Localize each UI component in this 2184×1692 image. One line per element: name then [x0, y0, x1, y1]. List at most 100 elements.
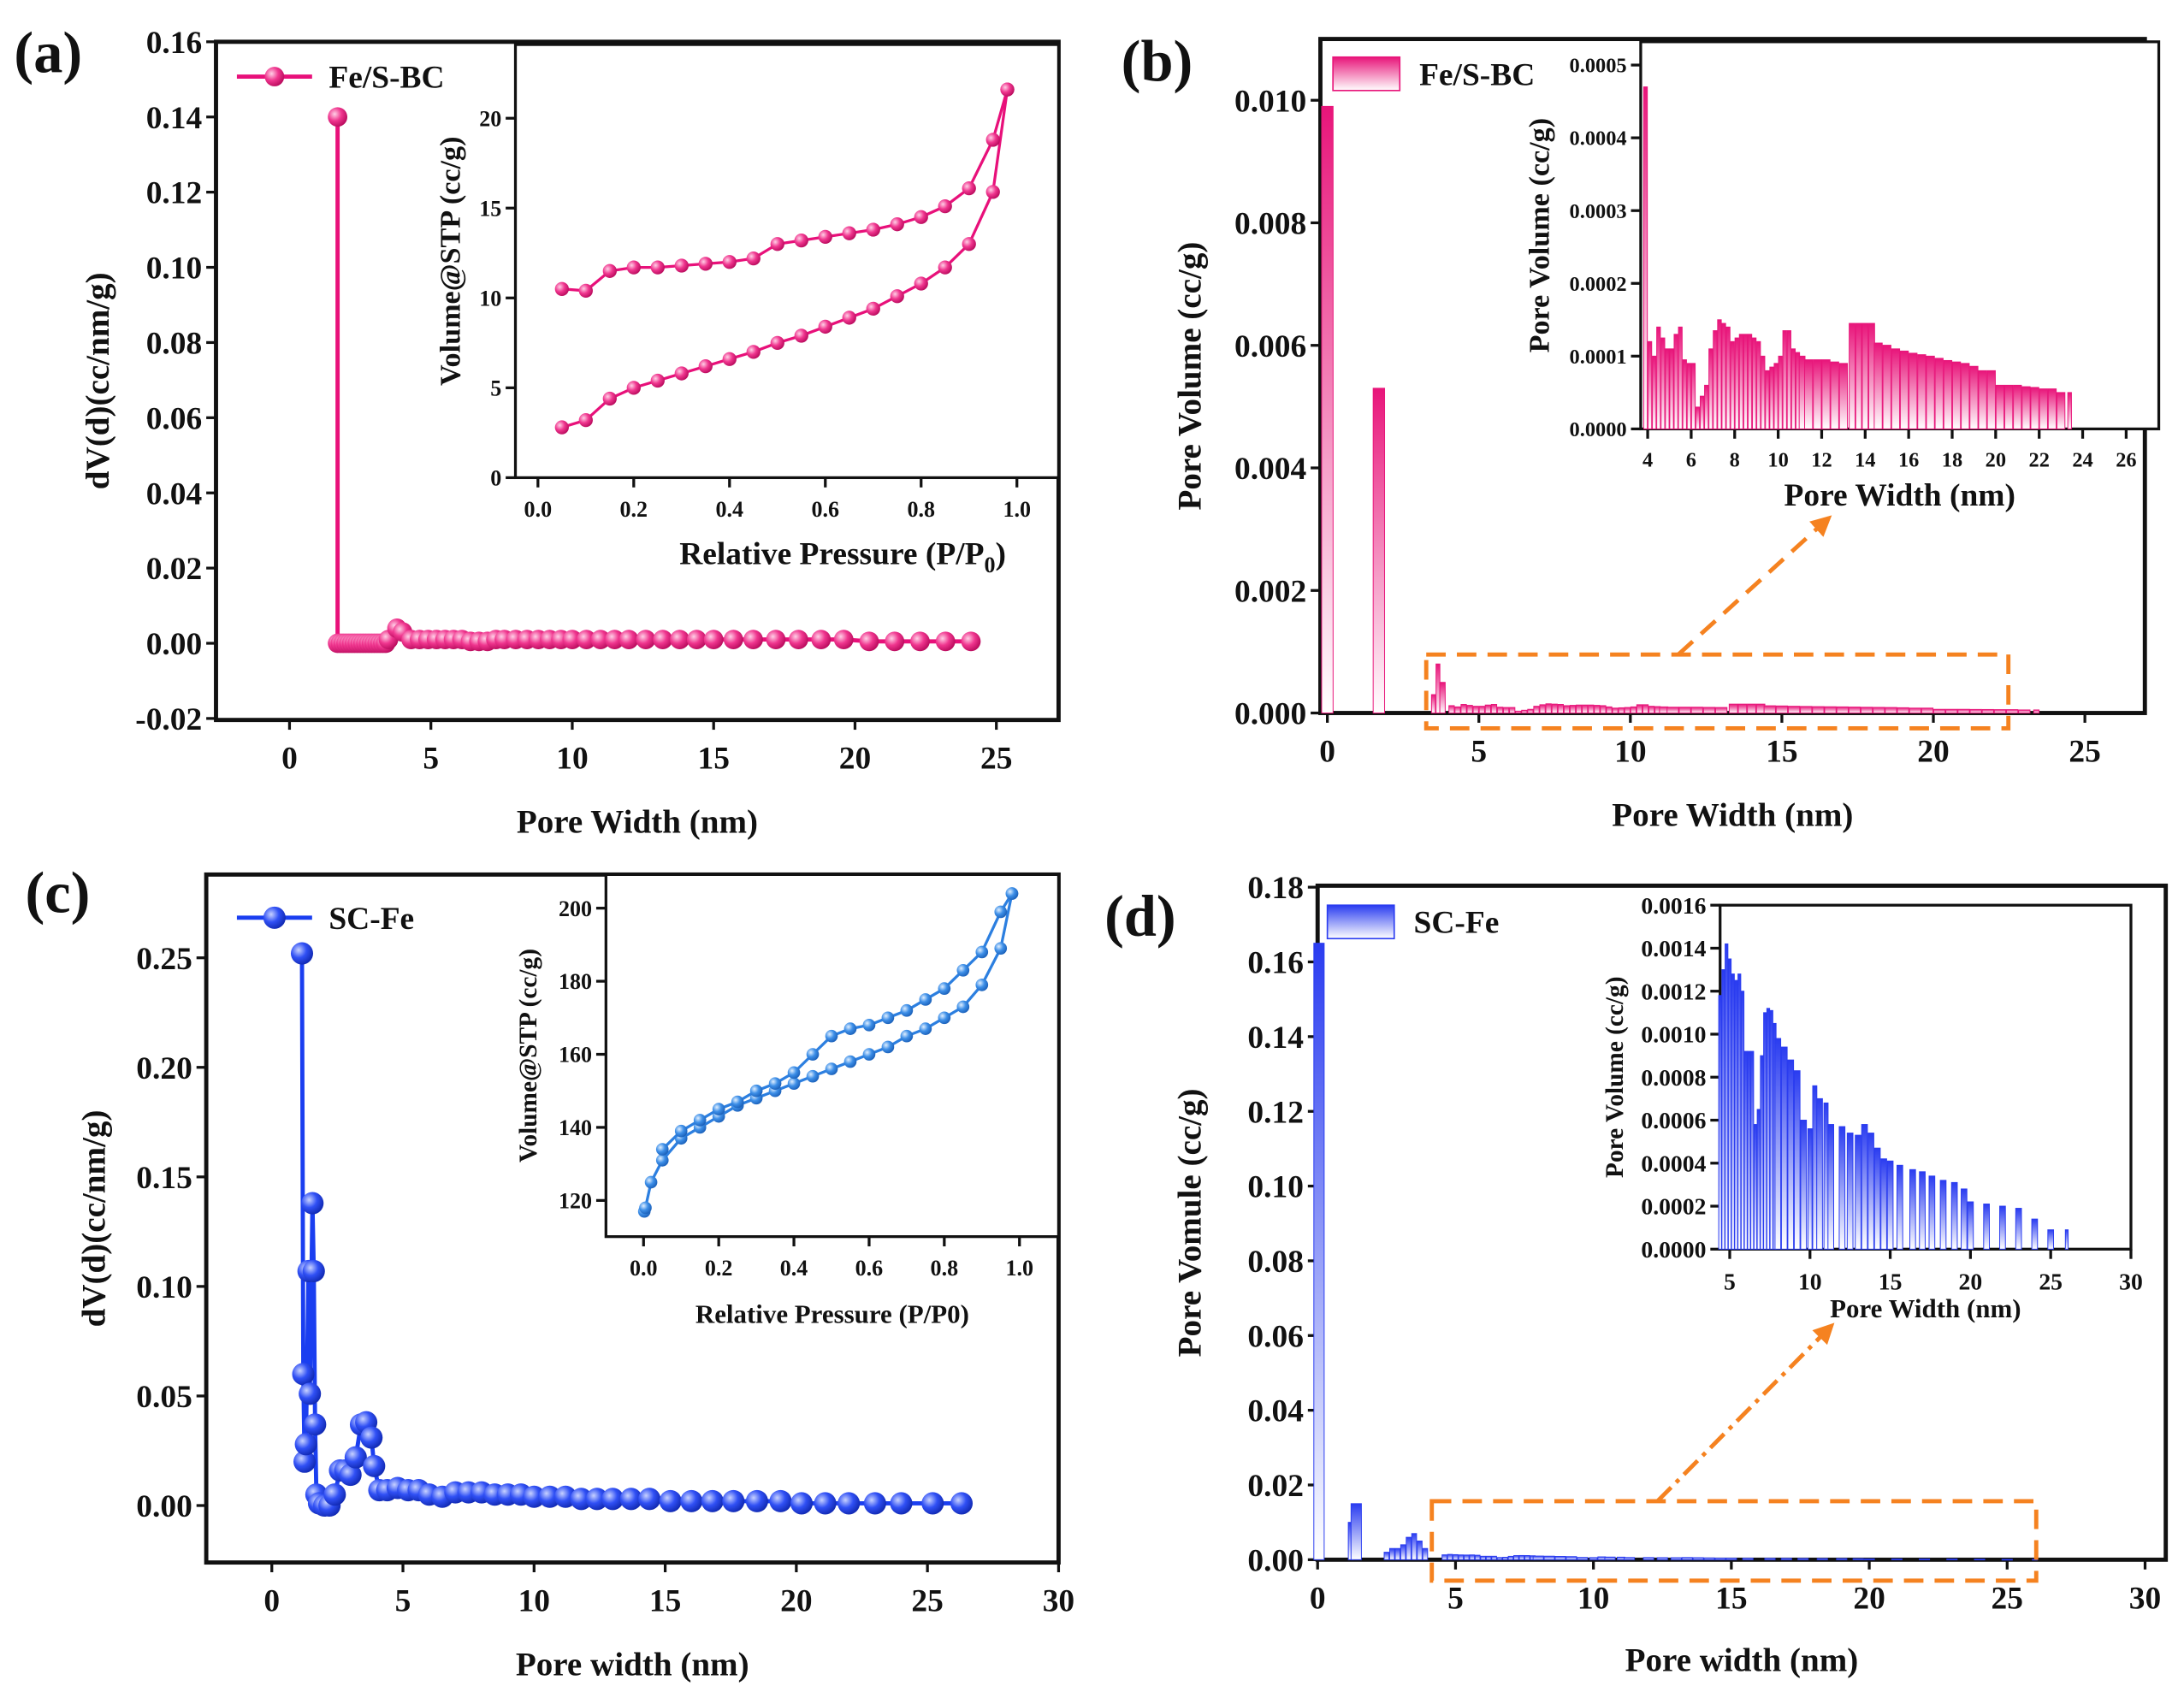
panel-d-inset-ytick-label: 0.0004	[1641, 1150, 1706, 1176]
panel-b-main-tail-bar	[1539, 704, 1546, 714]
panel-b-main-xtick-label: 5	[1471, 735, 1487, 770]
panel-c-inset-desorption-point	[655, 1143, 669, 1156]
panel-a-main-point	[723, 630, 743, 650]
panel-d-main-bar	[1313, 943, 1325, 1560]
panel-b-main-xtick-label: 20	[1917, 735, 1949, 770]
panel-b-inset-bar	[2030, 387, 2039, 429]
panel-b-main-xtick-label: 15	[1766, 735, 1797, 770]
panel-c-inset-desorption-point	[938, 982, 951, 995]
panel-d-main-tail-bar	[1532, 1555, 1544, 1560]
panel-a-inset-desorption-point	[650, 260, 665, 275]
panel-a-inset-adsorption-point	[938, 260, 952, 275]
panel-b-inset-bar	[1642, 86, 1648, 429]
panel-d-main-tail-bar	[1464, 1554, 1470, 1560]
panel-c-inset-adsorption-point	[975, 979, 989, 991]
panel-a-xlabel: Pore Width (nm)	[517, 804, 758, 841]
panel-b-main-tail-bar	[2005, 709, 2019, 714]
panel-d-main-tail-bar	[1604, 1556, 1616, 1560]
panel-b-inset-bar	[1717, 319, 1722, 429]
panel-c-main-point	[769, 1489, 792, 1512]
xlabel-subscript: 0	[984, 553, 995, 577]
panel-c-main-point	[601, 1488, 624, 1511]
panel-a-inset-adsorption-point	[914, 276, 928, 291]
panel-d-inset-bar	[1928, 1175, 1936, 1250]
panel-a-main-point	[653, 630, 673, 650]
panel-b-main-tail-bar	[1454, 706, 1461, 714]
panel-d-main-tail-bar	[1742, 1558, 1754, 1560]
panel-b-main-tail-bar	[1642, 704, 1649, 714]
panel-b-inset-xtick-label: 22	[2028, 448, 2049, 471]
panel-b-main-tail-bar	[1563, 705, 1571, 714]
panel-b-inset-bar	[1730, 340, 1735, 429]
panel-c-inset-adsorption-point	[655, 1154, 669, 1167]
panel-c-inset-desorption-point	[693, 1114, 707, 1127]
panel-d-main-ytick-label: 0.16	[1247, 946, 1304, 981]
panel-b-inset-bar	[1961, 363, 1970, 429]
panel-b-inset-bar	[1873, 342, 1883, 429]
panel-b-inset-bar	[1738, 334, 1744, 429]
panel-a-inset-desorption-point	[890, 217, 904, 232]
panel-d-main-bar	[1400, 1544, 1406, 1560]
panel-c-inset-desorption-point	[787, 1066, 801, 1080]
panel-d-main-tail-bar	[1453, 1553, 1459, 1560]
panel-c-inset-xtick-label: 0.8	[931, 1256, 959, 1281]
panel-d-inset-ytick-label: 0.0012	[1641, 978, 1706, 1004]
panel-b-inset-bar	[1747, 334, 1753, 429]
panel-b-main-xtick-label: 25	[2069, 735, 2100, 770]
panel-d-main-xtick-label: 25	[1992, 1581, 2023, 1616]
panel-a-inset-adsorption-point	[890, 289, 904, 304]
panel-b-main-tail-bar	[1932, 708, 1946, 714]
panel-a-main-ytick-label: 0.02	[146, 552, 203, 587]
panel-d-main-ytick-label: 0.02	[1247, 1469, 1304, 1504]
panel-d-main-tail-bar	[1496, 1557, 1503, 1560]
panel-a-main-ytick-label: 0.14	[146, 101, 203, 136]
panel-d-main-tail-bar	[1554, 1556, 1566, 1560]
panel-b-main-tail-bar	[1588, 704, 1595, 714]
panel-b-inset-bar	[2056, 392, 2066, 429]
panel-a-main-ytick-label: 0.00	[146, 627, 203, 662]
panel-b-inset-xtick-label: 14	[1855, 448, 1875, 471]
panel-c-main-point	[814, 1492, 837, 1515]
panel-d-inset-ytick-label: 0.0000	[1641, 1236, 1706, 1263]
panel-b-inset-bar	[1743, 334, 1749, 429]
panel-d-main-xtick-label: 10	[1577, 1581, 1609, 1616]
panel-a-main-ytick-label: 0.06	[146, 401, 203, 436]
panel-a-inset-xtick-label: 0.0	[524, 497, 553, 522]
panel-d-inset-bar	[1823, 1102, 1829, 1250]
panel-d-inset-ytick-label: 0.0016	[1641, 892, 1706, 919]
panel-c-inset-desorption-point	[768, 1077, 782, 1091]
legend-swatch-icon	[1326, 904, 1395, 940]
panel-a: (a)0 5 10 15 20 25-0.020.000.020.040.060.080.…	[14, 21, 1061, 841]
panel-d-main-tail-bar	[1725, 1558, 1737, 1560]
panel-b-main-tail-bar	[1755, 703, 1766, 714]
panel-c-inset-adsorption-point	[644, 1175, 658, 1189]
panel-d-main-tail-bar	[1507, 1555, 1514, 1560]
panel-d-inset-bar	[1961, 1188, 1968, 1250]
panel-c-legend: SC-Fe	[236, 902, 414, 937]
panel-b-inset-bar	[1838, 363, 1849, 429]
panel-d-main-tail-bar	[1524, 1555, 1530, 1560]
panel-b-inset-bar	[1708, 348, 1713, 429]
panel-d-inset-bar	[1747, 1050, 1751, 1250]
panel-a-main-point	[590, 630, 611, 650]
panel-d-main-tail-bar	[1491, 1555, 1497, 1560]
panel-b-inset-bar	[1713, 330, 1718, 429]
panel-b-inset-bar	[1917, 354, 1927, 429]
panel-c-inset-adsorption-point	[919, 1022, 932, 1035]
panel-b-inset-bar	[1704, 384, 1709, 429]
panel-a-main-point	[577, 630, 596, 650]
panel-d-main-bar	[1383, 1552, 1390, 1560]
panel-d-main-tail-bar	[1577, 1557, 1589, 1560]
panel-d-inset-bar	[1950, 1181, 1958, 1250]
panel-a-inset-desorption-point	[674, 258, 689, 273]
panel-c-inset-xtick-label: 0.4	[780, 1256, 808, 1281]
panel-d-inset-bar	[1867, 1133, 1874, 1250]
panel-b-main-tail-bar	[1848, 707, 1861, 714]
panel-d-inset-bar	[1725, 943, 1729, 1250]
panel-d-inset-bar	[1787, 1059, 1795, 1250]
panel-b-main-ytick-label: 0.000	[1234, 697, 1306, 732]
panel-c-inset-desorption-point	[862, 1019, 876, 1032]
panel-d-xlabel: Pore width (nm)	[1625, 1642, 1859, 1679]
panel-d-inset-bar	[1780, 1046, 1788, 1250]
panel-b-main-tail-bar	[1885, 707, 1897, 714]
